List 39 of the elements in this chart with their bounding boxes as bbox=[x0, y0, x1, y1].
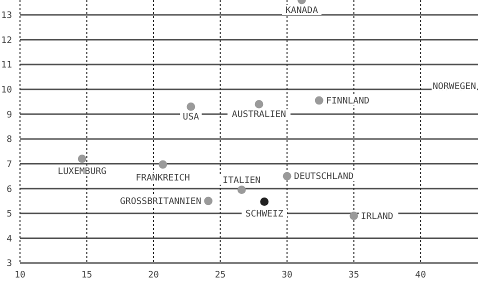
x-tick-label: 35 bbox=[348, 270, 360, 280]
y-tick-label: 8 bbox=[6, 135, 12, 146]
point bbox=[350, 212, 358, 220]
point bbox=[254, 100, 264, 108]
annotation: ITALIEN bbox=[222, 176, 261, 186]
y-tick-label: 10 bbox=[1, 86, 12, 96]
x-tick-label: 10 bbox=[14, 270, 26, 280]
x-tick-label: 15 bbox=[81, 270, 92, 280]
point bbox=[186, 102, 196, 111]
annotation: FINNLAND bbox=[326, 96, 370, 106]
annotation: KANADA bbox=[285, 6, 319, 16]
y-tick-label: 3 bbox=[6, 259, 12, 270]
x-tick-label: 30 bbox=[282, 270, 292, 280]
annotation: AUSTRALIEN bbox=[232, 110, 286, 120]
point bbox=[204, 196, 212, 206]
y-tick-label: 13 bbox=[1, 11, 12, 22]
annotation: SCHWEIZ bbox=[245, 210, 284, 220]
y-tick-label: 11 bbox=[1, 60, 12, 71]
annotation: IRLAND bbox=[360, 212, 394, 222]
x-tick-label: 25 bbox=[214, 270, 226, 280]
annotation: DEUTSCHLAND bbox=[294, 172, 354, 182]
annotation: USA bbox=[182, 112, 200, 123]
point bbox=[314, 96, 324, 105]
x-tick-label: 40 bbox=[415, 270, 426, 280]
point bbox=[237, 186, 246, 194]
point bbox=[158, 160, 168, 169]
annotation: GROSSBRITANNIEN bbox=[120, 196, 202, 207]
y-tick-label: 5 bbox=[6, 210, 12, 220]
point bbox=[260, 198, 269, 206]
y-tick-label: 12 bbox=[1, 36, 12, 46]
y-tick-label: 4 bbox=[6, 234, 12, 244]
point bbox=[78, 154, 86, 163]
annotation: LUXEMBURG bbox=[58, 166, 106, 177]
x-tick-label: 20 bbox=[148, 270, 159, 280]
y-tick-label: 9 bbox=[6, 110, 12, 120]
y-tick-label: 6 bbox=[6, 184, 12, 195]
point bbox=[282, 172, 292, 180]
y-tick-label: 7 bbox=[6, 160, 12, 170]
annotation: FRANKREICH bbox=[136, 174, 190, 184]
